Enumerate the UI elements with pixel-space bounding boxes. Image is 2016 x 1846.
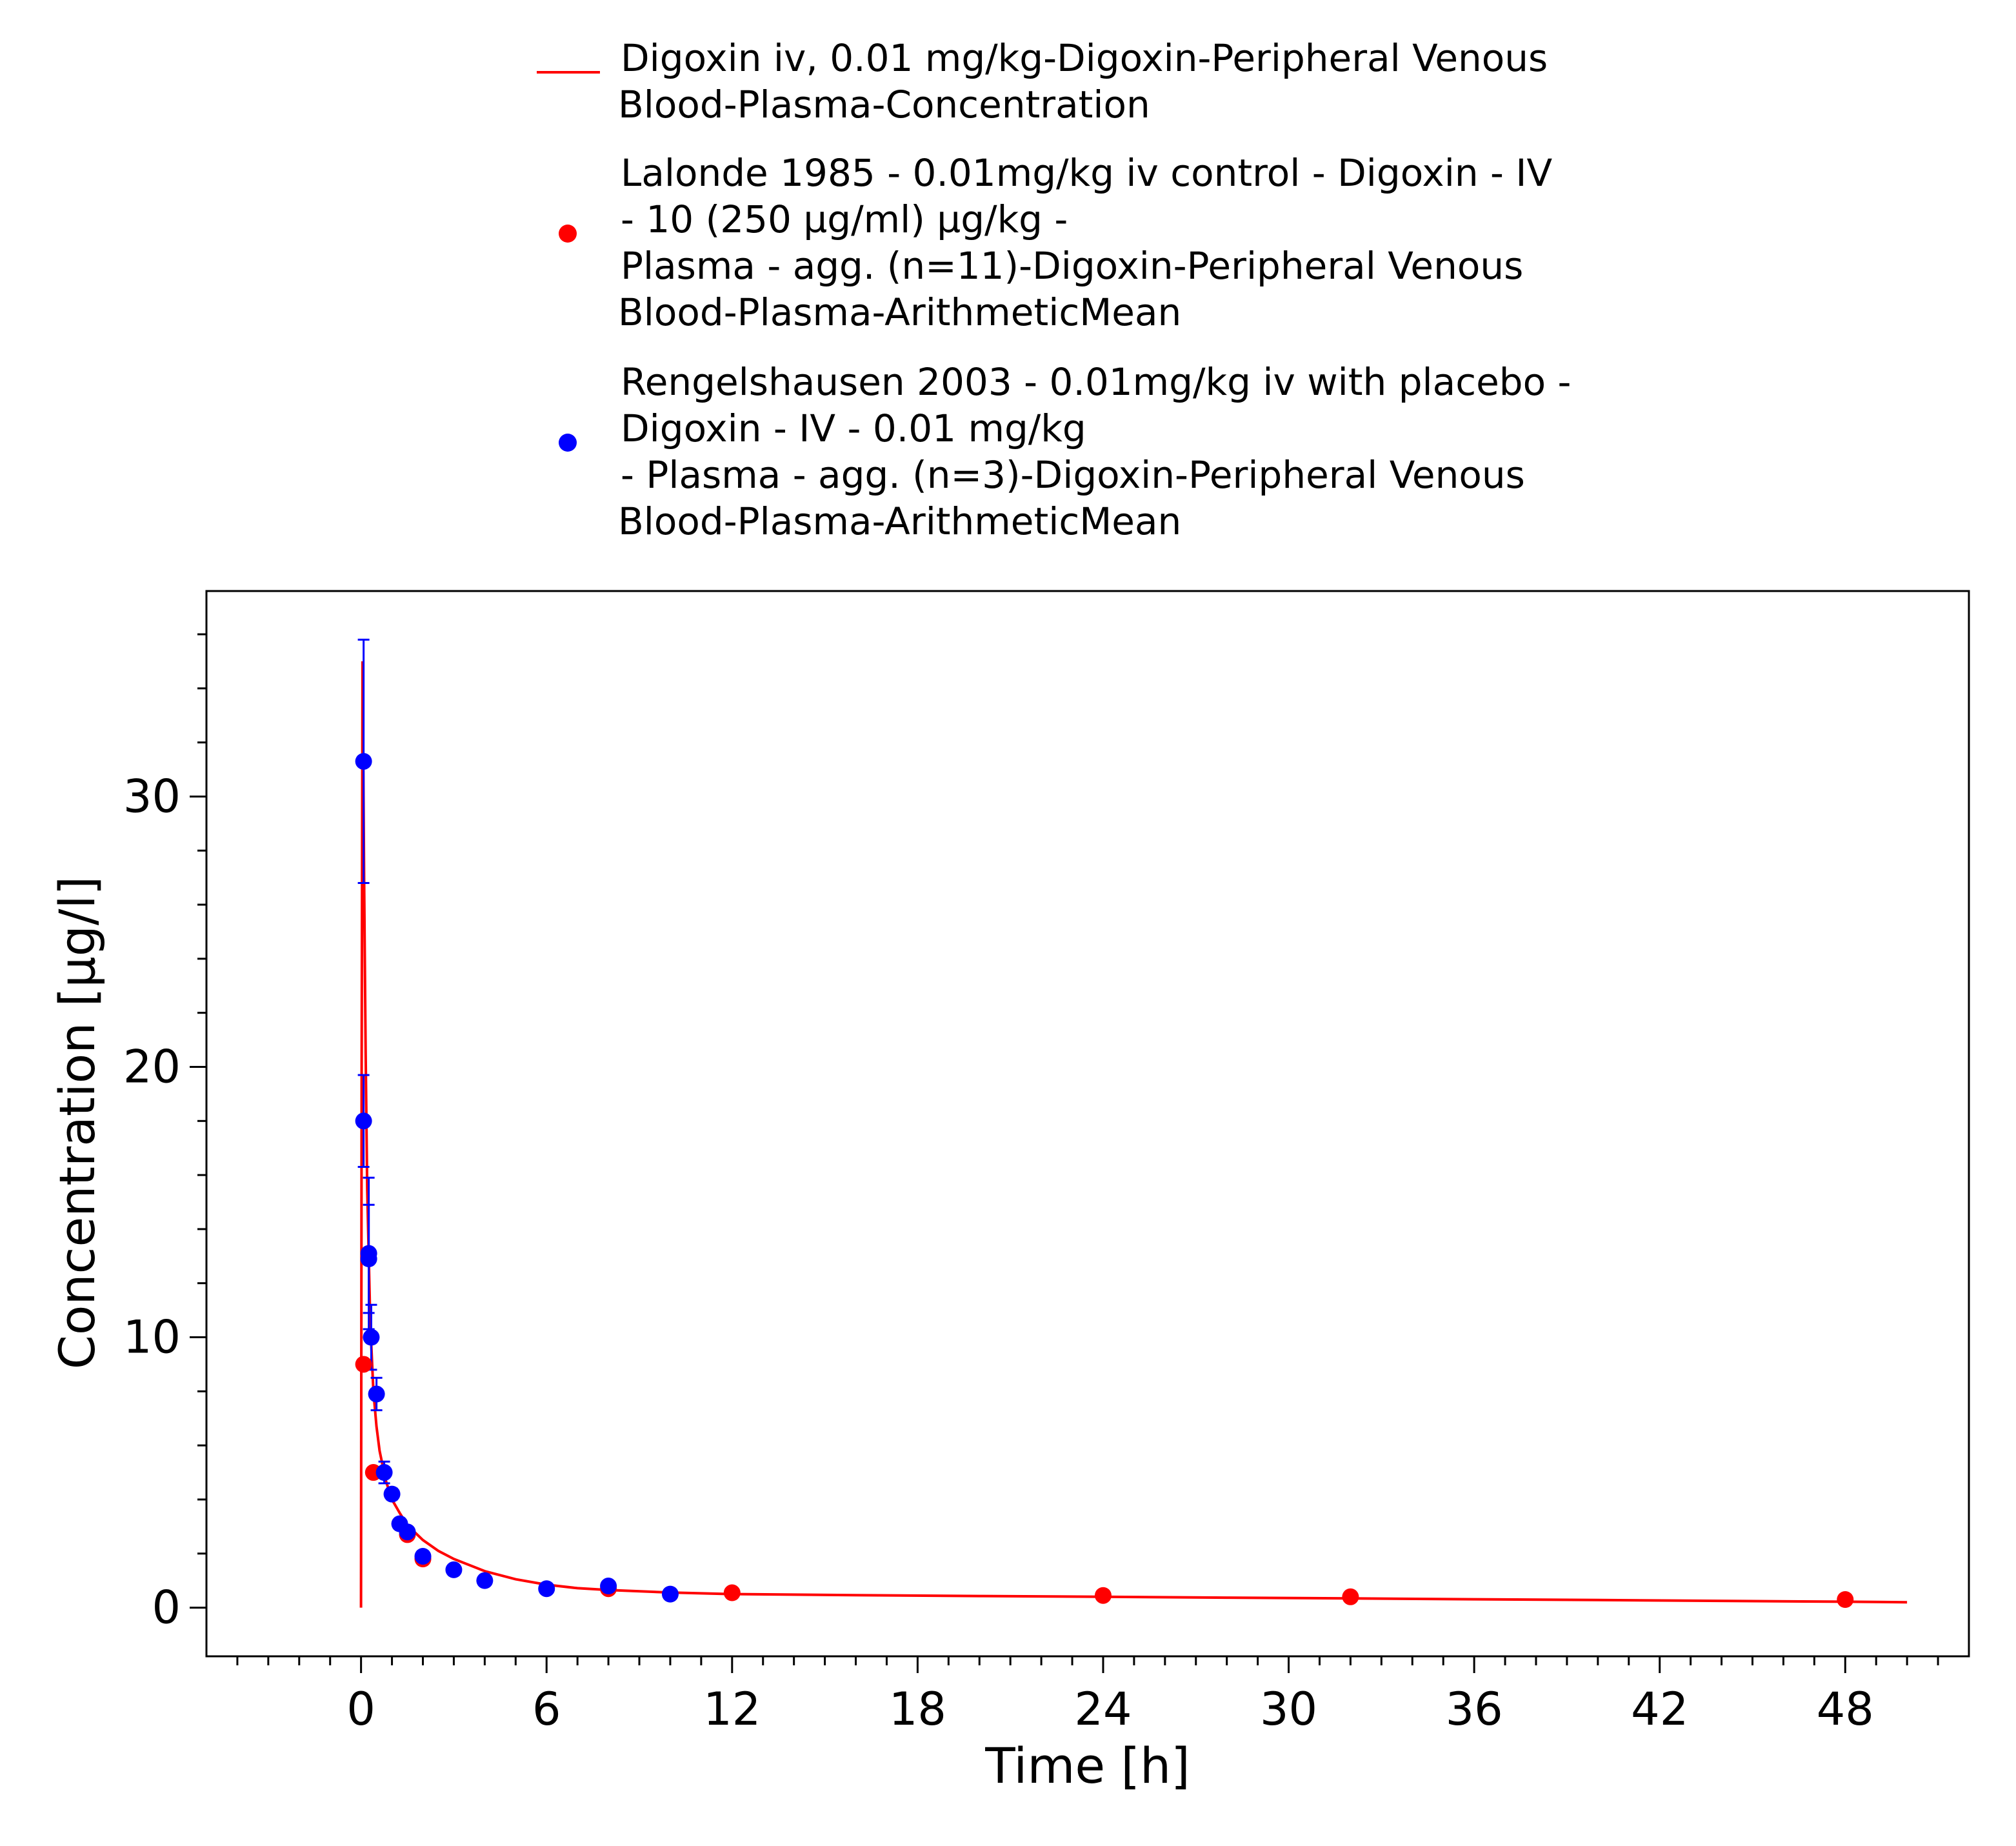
plot-area: [205, 590, 1970, 1658]
x-tick-label: 36: [1446, 1683, 1503, 1736]
y-tick-label: 10: [123, 1311, 181, 1364]
legend-entry-0-line-0: Digoxin iv, 0.01 mg/kg-Digoxin-Periphera…: [621, 36, 1548, 80]
rengelshausen-point: [538, 1580, 555, 1598]
legend-entry-1-line-2: Plasma - agg. (n=11)-Digoxin-Peripheral …: [621, 244, 1523, 288]
y-tick-label: 20: [123, 1041, 181, 1094]
lalonde-point: [1342, 1588, 1359, 1605]
simulation-line: [359, 661, 1908, 1608]
x-tick-label: 0: [346, 1683, 375, 1736]
rengelshausen-point: [360, 1245, 377, 1262]
y-axis-title: Concentration [µg/l]: [48, 876, 106, 1369]
lalonde-point: [1837, 1591, 1854, 1609]
x-tick-label: 6: [532, 1683, 561, 1736]
x-tick-label: 12: [703, 1683, 761, 1736]
x-tick-label: 24: [1074, 1683, 1132, 1736]
tick-labels: 0 6 12 18 24 30 36 42 48 0 10 20 30: [123, 770, 1874, 1736]
legend-marker-rengelshausen: [559, 434, 577, 452]
x-tick-label: 42: [1631, 1683, 1688, 1736]
legend-entry-1-line-1: - 10 (250 µg/ml) µg/kg -: [621, 197, 1068, 241]
rengelshausen-point: [355, 1112, 372, 1130]
legend-entry-2-line-2: - Plasma - agg. (n=3)-Digoxin-Peripheral…: [621, 453, 1525, 497]
x-tick-label: 48: [1817, 1683, 1874, 1736]
rengelshausen-point: [445, 1561, 463, 1578]
legend-entry-0-line-1: Blood-Plasma-Concentration: [618, 83, 1150, 126]
lalonde-point: [1094, 1587, 1112, 1604]
rengelshausen-point: [368, 1385, 385, 1403]
legend-entry-2-line-0: Rengelshausen 2003 - 0.01mg/kg iv with p…: [621, 360, 1571, 404]
lalonde-point: [355, 1356, 372, 1373]
rengelshausen-point: [399, 1523, 416, 1541]
axis-ticks: [190, 633, 1939, 1673]
rengelshausen-point: [414, 1547, 432, 1565]
legend-entry-1-line-3: Blood-Plasma-ArithmeticMean: [618, 290, 1181, 334]
rengelshausen-point: [476, 1572, 494, 1589]
lalonde-point: [723, 1584, 741, 1601]
legend-entry-1-line-0: Lalonde 1985 - 0.01mg/kg iv control - Di…: [621, 151, 1553, 195]
y-tick-label: 0: [152, 1581, 181, 1634]
rengelshausen-point: [355, 752, 372, 770]
rengelshausen-point: [383, 1485, 401, 1503]
x-tick-label: 18: [889, 1683, 946, 1736]
rengelshausen-point: [363, 1329, 380, 1346]
legend-entry-2-line-1: Digoxin - IV - 0.01 mg/kg: [621, 406, 1086, 450]
rengelshausen-point: [600, 1578, 617, 1595]
plot-marks: [355, 638, 1908, 1609]
legend-marker-lalonde: [559, 225, 577, 243]
legend: Digoxin iv, 0.01 mg/kg-Digoxin-Periphera…: [537, 36, 1571, 543]
rengelshausen-point: [661, 1585, 679, 1603]
y-tick-label: 30: [123, 770, 181, 823]
rengelshausen-point: [375, 1464, 393, 1481]
x-tick-label: 30: [1260, 1683, 1317, 1736]
legend-entry-2-line-3: Blood-Plasma-ArithmeticMean: [618, 499, 1181, 543]
x-axis-title: Time [h]: [984, 1737, 1190, 1794]
